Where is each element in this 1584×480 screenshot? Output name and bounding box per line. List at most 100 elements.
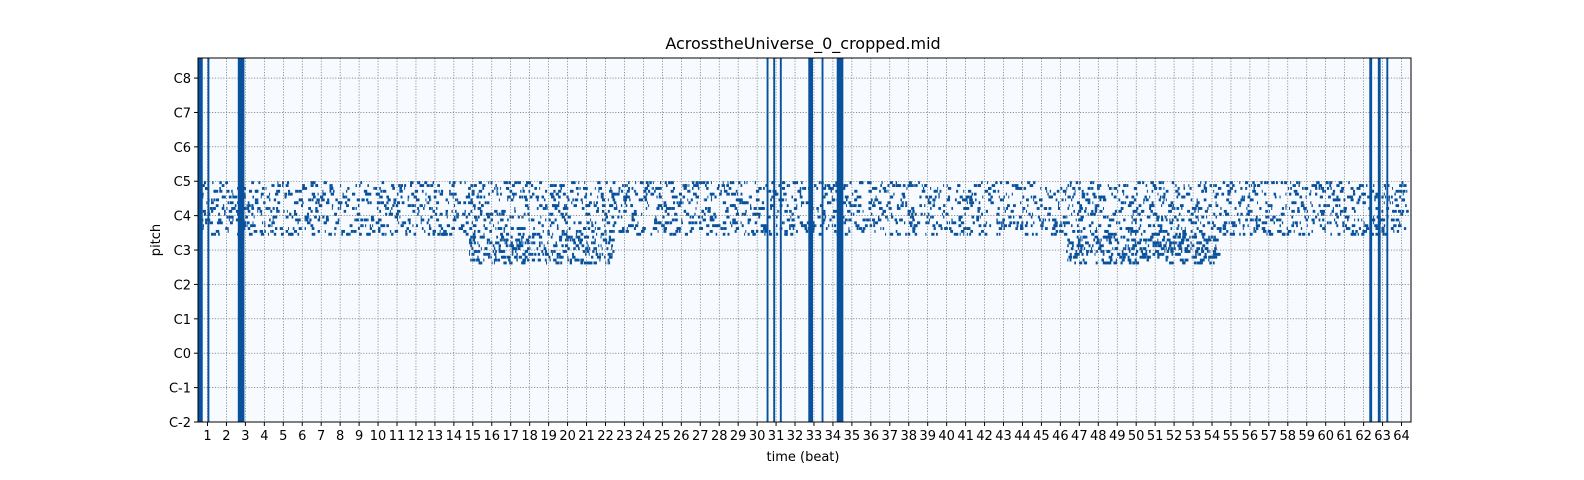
note — [586, 186, 588, 190]
note — [549, 184, 554, 187]
note — [607, 241, 611, 245]
note — [601, 218, 604, 222]
note — [976, 218, 980, 222]
note — [337, 207, 340, 210]
note — [254, 198, 258, 202]
note — [541, 241, 543, 245]
note — [551, 192, 554, 196]
note — [1268, 232, 1271, 236]
note — [561, 244, 564, 248]
note — [1076, 224, 1079, 228]
note — [823, 186, 827, 190]
note — [1058, 201, 1060, 205]
note — [1021, 186, 1023, 190]
note — [1022, 207, 1026, 210]
note — [1156, 215, 1160, 219]
note — [503, 227, 506, 230]
note — [1304, 215, 1307, 219]
note — [492, 250, 495, 253]
note — [528, 252, 532, 256]
note — [635, 192, 639, 196]
note — [297, 221, 299, 225]
note — [231, 189, 233, 193]
x-tick-label: 52 — [1166, 429, 1183, 444]
note — [575, 186, 579, 190]
note — [1168, 232, 1170, 236]
note — [1050, 232, 1053, 236]
note — [324, 229, 326, 233]
note — [1072, 195, 1074, 199]
note — [1336, 184, 1340, 187]
note — [723, 186, 725, 190]
note — [1232, 184, 1235, 187]
note — [1279, 224, 1281, 228]
note — [1182, 229, 1187, 233]
note — [289, 212, 292, 216]
note — [1127, 258, 1130, 262]
note — [439, 224, 441, 228]
note — [378, 229, 381, 233]
note — [581, 207, 585, 210]
note — [990, 195, 993, 199]
note — [1322, 218, 1325, 222]
note — [1318, 186, 1321, 190]
note — [1127, 227, 1130, 230]
note — [498, 244, 501, 248]
note — [1069, 184, 1072, 187]
note — [829, 201, 832, 205]
note — [1055, 198, 1058, 202]
x-tick-label: 10 — [370, 429, 387, 444]
note — [553, 184, 557, 187]
note — [1298, 232, 1302, 236]
note — [874, 221, 879, 225]
note — [949, 227, 952, 230]
note — [799, 186, 802, 190]
note — [534, 252, 536, 256]
note — [789, 209, 792, 213]
x-tick-label: 45 — [1033, 429, 1050, 444]
note — [349, 232, 351, 236]
note — [1159, 229, 1163, 233]
note — [463, 201, 467, 205]
note — [1103, 215, 1107, 219]
note — [261, 186, 265, 190]
note — [1113, 232, 1117, 236]
note — [1343, 198, 1346, 202]
note — [618, 189, 620, 193]
note — [269, 218, 271, 222]
note — [848, 227, 850, 230]
note — [1131, 215, 1133, 219]
note — [716, 224, 721, 228]
note — [495, 184, 497, 187]
note — [1008, 195, 1010, 199]
note — [443, 232, 446, 236]
note — [1215, 192, 1219, 196]
note — [1149, 207, 1152, 210]
note — [912, 218, 915, 222]
note — [719, 192, 722, 196]
note — [1330, 186, 1332, 190]
note — [1165, 189, 1169, 193]
note — [224, 195, 226, 199]
note — [554, 207, 558, 210]
note — [515, 238, 519, 242]
note — [498, 227, 503, 230]
note — [720, 189, 722, 193]
note — [731, 181, 735, 185]
note — [668, 181, 670, 185]
note — [251, 204, 254, 208]
note — [1148, 250, 1151, 253]
note — [990, 201, 994, 205]
note — [670, 189, 674, 193]
note — [578, 229, 582, 233]
note — [1165, 241, 1167, 245]
note — [684, 209, 687, 213]
note — [496, 192, 499, 196]
note — [887, 201, 891, 205]
note — [1329, 221, 1332, 225]
note — [832, 184, 836, 187]
note — [1255, 221, 1258, 225]
note — [1095, 261, 1098, 265]
note — [870, 212, 873, 216]
note — [1074, 255, 1077, 259]
